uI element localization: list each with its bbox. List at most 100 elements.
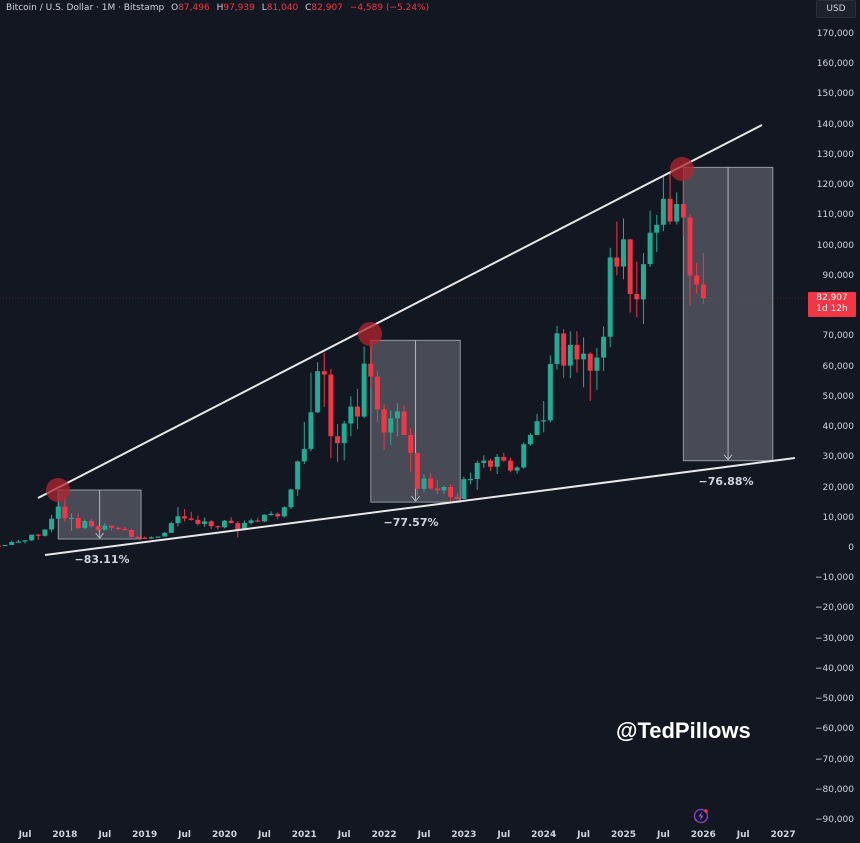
lightning-logo-icon[interactable] — [693, 808, 709, 824]
trendlines[interactable] — [37, 124, 796, 556]
time-axis-label: 2023 — [451, 830, 477, 840]
candle-body — [554, 333, 560, 365]
candle-body — [561, 333, 567, 366]
drawdown-label-2018: −83.11% — [74, 553, 130, 566]
peak-marker-circle — [358, 322, 382, 346]
time-axis-label: Jul — [656, 830, 670, 840]
candle-body — [488, 460, 493, 467]
candle-body — [95, 526, 101, 530]
candle-body — [448, 487, 454, 497]
candle-body — [627, 239, 633, 294]
candle-body — [660, 198, 666, 225]
peak-circles — [46, 157, 694, 502]
candle-body — [148, 537, 154, 539]
symbol-title: Bitcoin / U.S. Dollar · 1M · Bitstamp — [6, 3, 165, 13]
time-axis-label: 2027 — [770, 830, 796, 840]
candle-body — [55, 506, 61, 519]
price-axis-label: 0 — [848, 543, 854, 553]
candle-body — [22, 540, 28, 542]
price-axis-label: 110,000 — [816, 210, 854, 221]
candle-body — [587, 353, 593, 371]
time-axis-label: 2024 — [531, 830, 557, 840]
candle-body — [335, 436, 341, 444]
change-value: −4,589 (−5.24%) — [349, 3, 430, 13]
candle-body — [248, 520, 254, 523]
price-axis-label: −40,000 — [814, 663, 854, 674]
time-axis-label: 2020 — [211, 830, 238, 840]
candle-body — [82, 521, 88, 529]
candle-body — [222, 520, 227, 528]
time-axis-label: Jul — [178, 830, 192, 840]
candle-body — [62, 506, 68, 519]
candle-body — [381, 409, 387, 433]
price-axis-label: −20,000 — [814, 603, 854, 614]
candle-body — [700, 284, 706, 299]
candle-body — [594, 357, 600, 371]
resistance-trendline[interactable] — [37, 124, 763, 499]
candle-body — [0, 545, 1, 547]
open-value: 87,496 — [178, 3, 210, 13]
support-trendline[interactable] — [44, 457, 796, 556]
candle-body — [228, 520, 234, 524]
peak-marker-circle — [670, 157, 694, 181]
candle-body — [42, 529, 48, 536]
drawdown-label-2022: −77.57% — [383, 516, 439, 529]
candle-body — [301, 448, 307, 462]
candle-body — [128, 529, 134, 537]
candle-body — [607, 257, 613, 337]
candle-body — [168, 523, 174, 533]
candle-body — [341, 423, 347, 444]
candle-body — [667, 198, 673, 222]
candle-body — [680, 203, 686, 218]
candle-body — [202, 521, 208, 524]
candle-body — [15, 541, 21, 543]
candle-body — [441, 487, 447, 491]
time-axis-label: Jul — [577, 830, 591, 840]
candle-body — [315, 371, 321, 413]
candle-body — [215, 526, 221, 528]
candle-body — [621, 239, 626, 267]
candle-body — [507, 460, 513, 471]
price-axis-label: 120,000 — [816, 180, 854, 191]
time-axis-label: 2019 — [132, 830, 158, 840]
candle-body — [694, 275, 700, 285]
candle-body — [188, 518, 194, 520]
time-axis-label: 2022 — [371, 830, 397, 840]
candle-body — [155, 536, 161, 538]
price-axis-label: 60,000 — [822, 361, 855, 372]
candle-body — [102, 525, 108, 530]
candle-body — [361, 363, 367, 417]
candle-body — [235, 523, 241, 530]
candle-body — [49, 518, 55, 530]
time-axis-label: 2021 — [291, 830, 317, 840]
candle-body — [308, 412, 314, 449]
price-axis-label: 90,000 — [822, 270, 855, 281]
candle-body — [328, 374, 334, 437]
candle-body — [368, 363, 374, 377]
candle-body — [640, 264, 646, 300]
candle-body — [275, 513, 281, 517]
price-axis-label: −10,000 — [814, 573, 854, 584]
candle-body — [29, 534, 35, 541]
candle-body — [288, 489, 294, 508]
current-price: 82,907 — [816, 293, 848, 303]
candle-body — [374, 376, 380, 410]
price-axis-label: 130,000 — [816, 149, 854, 160]
candle-body — [401, 411, 407, 435]
drawdown-label-2026: −76.88% — [698, 475, 754, 488]
candle-body — [175, 516, 181, 524]
price-axis-label: 50,000 — [822, 391, 855, 402]
candle-body — [2, 544, 8, 547]
price-axis-label: −60,000 — [814, 724, 854, 735]
time-axis-label: Jul — [497, 830, 511, 840]
time-axis-label: 2018 — [52, 830, 78, 840]
candle-body — [461, 479, 467, 499]
high-value: 97,939 — [223, 3, 255, 13]
currency-button[interactable]: USD — [816, 0, 856, 18]
candle-body — [355, 406, 360, 417]
price-axis-label: −80,000 — [814, 784, 854, 795]
candle-body — [454, 496, 460, 499]
candle-body — [434, 488, 440, 491]
price-axis-label: 30,000 — [822, 452, 855, 463]
